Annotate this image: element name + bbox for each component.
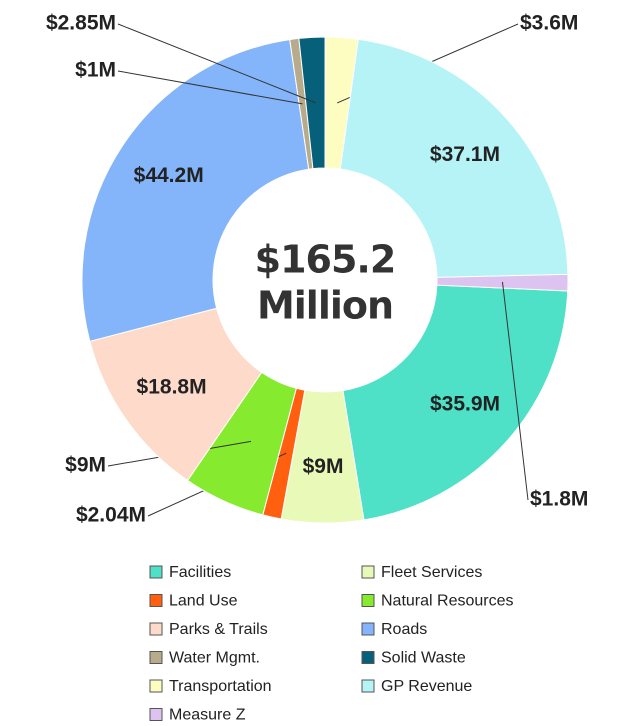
legend-label: Measure Z xyxy=(169,707,246,724)
legend-swatch xyxy=(361,651,375,664)
legend-swatch xyxy=(361,565,375,579)
legend-swatch xyxy=(149,651,163,664)
value-label: $1.8M xyxy=(530,488,588,511)
legend-label: Solid Waste xyxy=(381,650,466,667)
legend-swatch xyxy=(149,565,163,579)
value-label: $2.85M xyxy=(46,12,116,35)
legend-swatch xyxy=(361,679,375,693)
legend-swatch xyxy=(149,708,163,721)
value-label: $9M xyxy=(303,455,344,478)
legend-label: Fleet Services xyxy=(381,564,482,581)
value-label: $9M xyxy=(65,454,106,477)
value-label: $44.2M xyxy=(134,164,204,187)
legend-label: GP Revenue xyxy=(381,678,472,695)
legend-label: Roads xyxy=(381,621,427,638)
donut-segment xyxy=(339,38,569,278)
legend-swatch xyxy=(149,622,163,636)
legend-label: Land Use xyxy=(169,593,238,610)
legend-label: Transportation xyxy=(169,678,272,695)
legend-label: Parks & Trails xyxy=(169,621,268,638)
legend-swatch xyxy=(149,679,163,693)
center-text: $165.2 xyxy=(255,238,396,282)
value-label: $35.9M xyxy=(430,392,500,415)
value-label: $3.6M xyxy=(520,12,578,35)
center-text: Million xyxy=(257,284,393,328)
value-label: $37.1M xyxy=(430,143,500,166)
legend-label: Water Mgmt. xyxy=(169,650,260,667)
value-label: $18.8M xyxy=(137,375,207,398)
leader-line xyxy=(117,70,303,105)
leader-line xyxy=(117,23,316,104)
legend-label: Natural Resources xyxy=(381,593,514,610)
leader-line xyxy=(501,281,529,501)
legend-swatch xyxy=(361,622,375,636)
donut-segment xyxy=(81,39,310,342)
value-label: $2.04M xyxy=(76,504,146,527)
legend-swatch xyxy=(149,594,163,607)
legend-label: Facilities xyxy=(169,564,231,581)
donut-segment xyxy=(342,284,569,521)
legend-swatch xyxy=(361,594,375,607)
value-label: $1M xyxy=(75,59,116,82)
